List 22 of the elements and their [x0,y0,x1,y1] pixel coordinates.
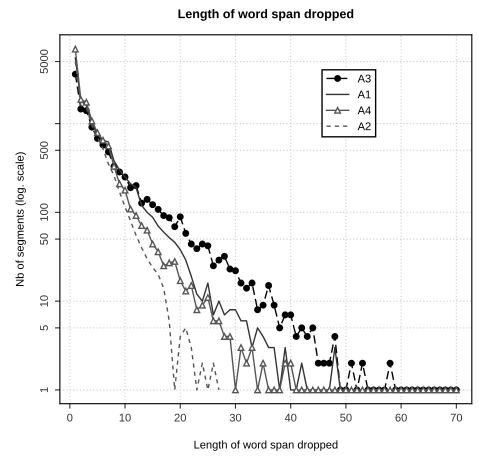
y-tick-label: 100 [40,204,48,221]
y-tick-label: 5 [40,325,48,331]
x-tick-label: 10 [120,414,131,422]
x-tick-label: 60 [396,414,407,422]
legend-label: A1 [358,90,371,98]
y-axis-title: Nb of segments (log. scale) [16,152,26,286]
y-tick-label: 500 [40,141,48,160]
x-tick-label: 0 [67,414,72,422]
legend-label: A3 [358,74,371,82]
legend-label: A2 [358,122,371,130]
y-tick-label: 1 [40,387,48,392]
x-tick-label: 50 [340,414,352,422]
chart-title: Length of word span dropped [178,9,354,21]
legend-label: A4 [358,106,371,114]
x-axis-title: Length of word span dropped [194,440,338,451]
x-tick-label: 20 [174,414,186,422]
x-tick-label: 40 [284,414,296,422]
x-tick-label: 30 [230,414,242,422]
x-tick-label: 70 [450,414,462,422]
y-tick-label: 50 [40,233,48,245]
y-tick-label: 5000 [40,50,48,74]
y-tick-label: 10 [40,295,48,306]
